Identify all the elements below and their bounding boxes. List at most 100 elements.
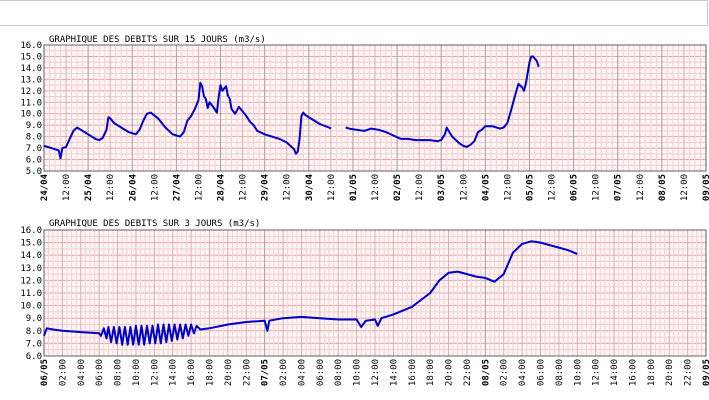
x-tick-label: 26/04: [128, 173, 138, 201]
x-tick-label: 18:00: [206, 359, 216, 386]
x-tick-label: 25/04: [84, 173, 94, 201]
y-tick-label: 6.0: [26, 156, 42, 166]
x-tick-label: 12:00: [194, 174, 204, 201]
x-tick-label: 10:00: [353, 359, 363, 386]
y-tick-label: 8.0: [26, 327, 42, 337]
x-tick-label: 02:00: [279, 359, 289, 386]
y-tick-label: 7.0: [26, 144, 42, 154]
x-tick-label: 12:00: [680, 174, 690, 201]
x-tick-label: 09/05: [702, 174, 709, 201]
x-tick-label: 18:00: [426, 359, 436, 386]
y-tick-label: 15.0: [20, 239, 42, 249]
top-bar: [0, 0, 708, 26]
x-tick-label: 28/04: [217, 173, 227, 201]
x-tick-label: 08/05: [658, 174, 668, 201]
x-tick-label: 03/05: [437, 174, 447, 201]
y-tick-label: 9.0: [26, 121, 42, 131]
y-tick-label: 5.0: [26, 167, 42, 177]
x-tick-label: 12:00: [548, 174, 558, 201]
y-tick-label: 10.0: [20, 302, 42, 312]
y-tick-label: 11.0: [20, 98, 42, 108]
x-tick-label: 06:00: [316, 359, 326, 386]
x-tick-label: 08:00: [334, 359, 344, 386]
x-tick-label: 04:00: [297, 359, 307, 386]
y-tick-label: 11.0: [20, 289, 42, 299]
x-tick-label: 29/04: [261, 173, 271, 201]
x-tick-label: 12:00: [106, 174, 116, 201]
x-tick-label: 12:00: [415, 174, 425, 201]
y-tick-label: 13.0: [20, 75, 42, 85]
x-tick-label: 06/05: [570, 174, 580, 201]
x-tick-label: 12:00: [459, 174, 469, 201]
x-tick-label: 24/04: [40, 173, 50, 201]
x-tick-label: 18:00: [647, 359, 657, 386]
x-tick-label: 08/05: [481, 359, 491, 386]
y-tick-label: 12.0: [20, 87, 42, 97]
x-tick-label: 14:00: [169, 359, 179, 386]
x-tick-label: 12:00: [503, 174, 513, 201]
x-tick-label: 14:00: [610, 359, 620, 386]
x-tick-label: 12:00: [592, 359, 602, 386]
x-tick-label: 12:00: [283, 174, 293, 201]
x-tick-label: 06/05: [40, 359, 50, 386]
x-tick-label: 12:00: [636, 174, 646, 201]
x-tick-label: 16:00: [187, 359, 197, 386]
x-tick-label: 04/05: [481, 174, 491, 201]
chart-1: 24/04 12:00 25/04 12:00 26/04 12:00 27/04 12:00…: [20, 35, 709, 201]
x-tick-label: 10:00: [573, 359, 583, 386]
x-tick-label: 02:00: [500, 359, 510, 386]
chart-title: GRAPHIQUE DES DEBITS SUR 15 JOURS (m3/s): [49, 35, 266, 45]
x-tick-label: 16:00: [408, 359, 418, 386]
x-tick-label: 05/05: [525, 174, 535, 201]
y-tick-label: 15.0: [20, 52, 42, 62]
x-tick-label: 12:00: [62, 174, 72, 201]
x-tick-label: 14:00: [389, 359, 399, 386]
x-tick-label: 01/05: [349, 174, 359, 201]
plot-frame: [43, 44, 707, 172]
x-tick-label: 27/04: [172, 173, 182, 201]
x-tick-label: 20:00: [224, 359, 234, 386]
x-tick-label: 06:00: [95, 359, 105, 386]
x-tick-label: 12:00: [371, 174, 381, 201]
x-tick-label: 22:00: [242, 359, 252, 386]
x-tick-label: 04:00: [77, 359, 87, 386]
x-tick-label: 02:00: [58, 359, 68, 386]
y-tick-label: 8.0: [26, 133, 42, 143]
plot-frame: [43, 229, 707, 357]
y-tick-label: 10.0: [20, 110, 42, 120]
x-tick-label: 08:00: [114, 359, 124, 386]
chart-2: 06/05 02:00 04:00 06:00 08:00 10:00 12:00 14:00…: [20, 219, 709, 386]
x-tick-label: 07/05: [261, 359, 271, 386]
chart-title: GRAPHIQUE DES DEBITS SUR 3 JOURS (m3/s): [49, 219, 260, 229]
x-tick-label: 22:00: [684, 359, 694, 386]
y-tick-label: 13.0: [20, 264, 42, 274]
y-tick-label: 14.0: [20, 64, 42, 74]
x-tick-label: 06:00: [537, 359, 547, 386]
x-tick-label: 16:00: [628, 359, 638, 386]
x-tick-label: 12:00: [150, 174, 160, 201]
x-tick-label: 12:00: [239, 174, 249, 201]
x-tick-label: 07/05: [614, 174, 624, 201]
x-tick-label: 04:00: [518, 359, 528, 386]
y-tick-label: 6.0: [26, 352, 42, 362]
y-tick-label: 16.0: [20, 226, 42, 236]
y-tick-label: 14.0: [20, 251, 42, 261]
x-tick-label: 09/05: [702, 359, 709, 386]
y-tick-label: 16.0: [20, 41, 42, 51]
series-line: [43, 240, 578, 346]
x-tick-label: 20:00: [445, 359, 455, 386]
x-tick-label: 12:00: [327, 174, 337, 201]
x-tick-label: 10:00: [132, 359, 142, 386]
x-tick-label: 20:00: [665, 359, 675, 386]
x-tick-label: 02/05: [393, 174, 403, 201]
y-tick-label: 12.0: [20, 276, 42, 286]
x-tick-label: 22:00: [463, 359, 473, 386]
y-tick-label: 7.0: [26, 339, 42, 349]
x-tick-label: 30/04: [305, 173, 315, 201]
x-tick-label: 12:00: [592, 174, 602, 201]
x-tick-label: 08:00: [555, 359, 565, 386]
x-tick-label: 12:00: [150, 359, 160, 386]
x-tick-label: 12:00: [371, 359, 381, 386]
y-tick-label: 9.0: [26, 314, 42, 324]
